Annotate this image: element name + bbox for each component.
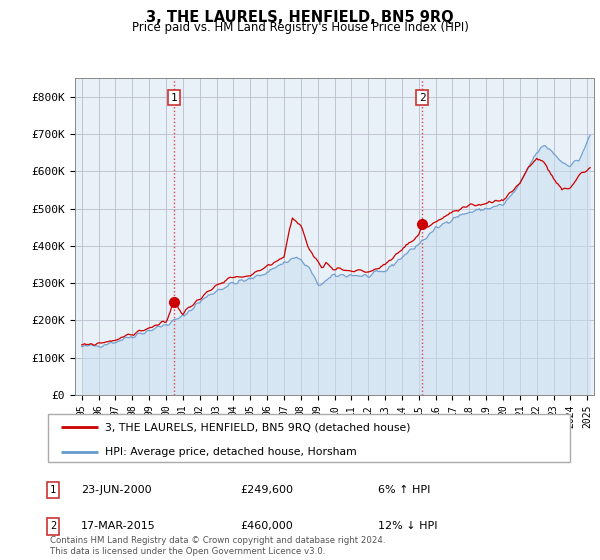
Text: 1: 1 — [170, 92, 177, 102]
Text: 2: 2 — [419, 92, 425, 102]
Text: HPI: Average price, detached house, Horsham: HPI: Average price, detached house, Hors… — [106, 446, 357, 456]
Text: 3, THE LAURELS, HENFIELD, BN5 9RQ (detached house): 3, THE LAURELS, HENFIELD, BN5 9RQ (detac… — [106, 422, 411, 432]
Text: 1: 1 — [50, 485, 56, 495]
Text: £249,600: £249,600 — [240, 485, 293, 495]
FancyBboxPatch shape — [48, 414, 570, 462]
Text: 6% ↑ HPI: 6% ↑ HPI — [378, 485, 430, 495]
Text: 17-MAR-2015: 17-MAR-2015 — [81, 521, 156, 531]
Text: 23-JUN-2000: 23-JUN-2000 — [81, 485, 152, 495]
Text: 3, THE LAURELS, HENFIELD, BN5 9RQ: 3, THE LAURELS, HENFIELD, BN5 9RQ — [146, 10, 454, 25]
Text: Price paid vs. HM Land Registry's House Price Index (HPI): Price paid vs. HM Land Registry's House … — [131, 21, 469, 34]
Text: 2: 2 — [50, 521, 56, 531]
Text: Contains HM Land Registry data © Crown copyright and database right 2024.
This d: Contains HM Land Registry data © Crown c… — [50, 536, 385, 556]
Text: £460,000: £460,000 — [240, 521, 293, 531]
Text: 12% ↓ HPI: 12% ↓ HPI — [378, 521, 437, 531]
